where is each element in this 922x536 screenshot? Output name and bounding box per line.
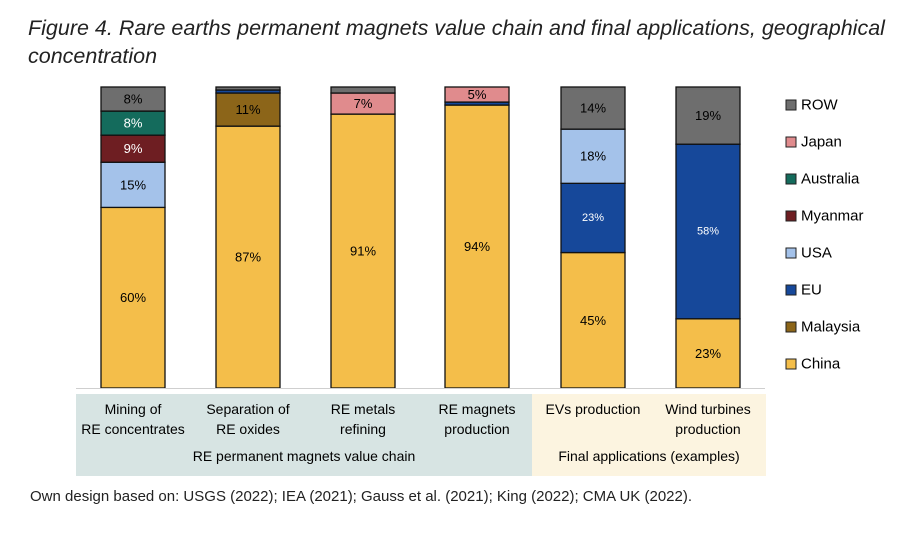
figure-title-line-2: concentration [28,44,158,68]
group-label-1: RE permanent magnets value chain [193,448,416,464]
figure-title: Figure 4. Rare earths permanent magnets … [28,14,908,70]
legend-label-china: China [801,356,841,373]
category-label-6-line-2: production [675,421,740,437]
category-label-4-line-2: production [444,421,509,437]
data-label-usa-5: 18% [580,149,606,164]
bar-segment-china-1 [100,206,166,389]
data-label-japan-4: 5% [468,87,487,102]
stacked-bar-chart: 60% 15% 9% 8% 8% 87% 11% 91% 7% 94% 5% 45% 23% 18% 14%… [76,86,864,476]
data-label-china-3: 91% [350,244,376,259]
data-label-eu-6: 58% [697,225,719,237]
data-label-myanmar-1: 9% [124,141,143,156]
legend-swatch-eu [785,284,797,296]
category-label-1-line-1: Mining of [105,401,162,417]
data-label-row-5: 14% [580,101,606,116]
category-label-3-line-2: refining [340,421,386,437]
category-label-3-line-1: RE metals [331,401,396,417]
legend-label-japan: Japan [801,134,842,151]
data-label-china-5: 45% [580,313,606,328]
data-label-australia-1: 8% [124,116,143,131]
figure-title-line-1: Figure 4. Rare earths permanent magnets … [28,16,885,40]
data-label-malaysia-2: 11% [235,102,260,117]
legend-label-australia: Australia [801,171,860,188]
bar-segment-row-1 [100,86,166,112]
legend-label-usa: USA [801,245,832,262]
bar-segment-row-6 [675,86,741,145]
legend-swatch-australia [785,173,797,185]
bar-segment-eu-5 [560,182,626,254]
data-label-row-1: 8% [124,92,143,107]
bar-segment-china-3 [330,113,396,389]
group-band-value-chain [76,394,532,476]
legend-swatch-malaysia [785,321,797,333]
category-label-6-line-1: Wind turbines [665,401,751,417]
category-label-1-line-2: RE concentrates [81,421,185,437]
group-band-final-applications [532,394,766,476]
bar-segment-malaysia-2 [215,92,281,127]
legend-label-eu: EU [801,282,822,299]
legend-swatch-usa [785,247,797,259]
data-label-row-6: 19% [695,108,721,123]
bar-segment-row-5 [560,86,626,130]
data-label-china-1: 60% [120,290,146,305]
legend-label-myanmar: Myanmar [801,208,864,225]
bar-segment-row-2 [215,86,281,91]
bar-segment-japan-4 [444,86,510,103]
category-label-2-line-1: Separation of [206,401,289,417]
data-label-china-4: 94% [464,239,490,254]
bar-segment-eu-6 [675,143,741,320]
source-note: Own design based on: USGS (2022); IEA (2… [30,488,693,505]
legend-label-row: ROW [801,97,839,114]
legend-swatch-china [785,358,797,370]
category-label-4-line-1: RE magnets [438,401,515,417]
group-label-2: Final applications (examples) [558,448,739,464]
data-label-china-6: 23% [695,346,721,361]
data-label-usa-1: 15% [120,177,146,192]
legend-label-malaysia: Malaysia [801,319,861,336]
bar-segment-china-4 [444,104,510,389]
legend-swatch-japan [785,136,797,148]
legend-swatch-myanmar [785,210,797,222]
data-label-japan-3: 7% [354,96,373,111]
bar-segment-usa-5 [560,128,626,184]
category-label-2-line-2: RE oxides [216,421,280,437]
data-label-eu-5: 23% [582,212,604,224]
category-label-5-line-1: EVs production [546,401,641,417]
bar-segment-row-3 [330,86,396,94]
legend-swatch-row [785,99,797,111]
bar-segment-china-6 [675,318,741,389]
data-label-china-2: 87% [235,250,261,265]
